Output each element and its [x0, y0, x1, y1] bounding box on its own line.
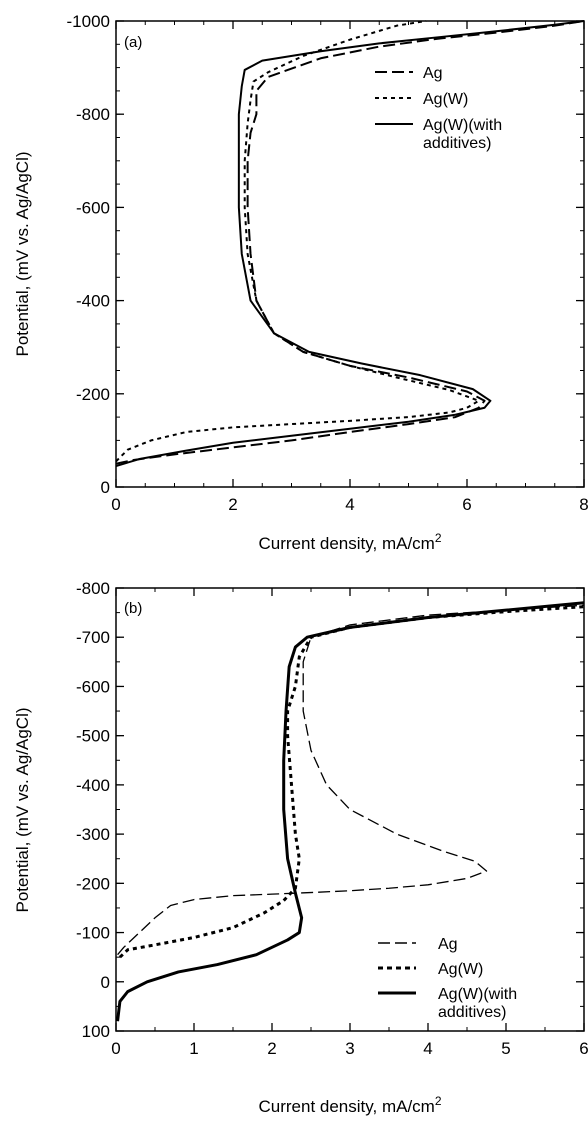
- chart-a-legend-label-agw-additives: Ag(W)(with additives): [423, 117, 502, 152]
- chart-b-y-tick-label: 0: [101, 973, 110, 992]
- chart-a-x-tick-label: 6: [462, 495, 471, 514]
- chart-b-x-tick-label: 6: [579, 1039, 588, 1058]
- chart-b-legend: Ag Ag(W) Ag(W)(with additives): [378, 936, 517, 1021]
- chart-a-x-tick-label: 4: [345, 495, 354, 514]
- chart-b-x-axis-label: Current density, mA/cm2: [258, 1094, 441, 1116]
- chart-b-y-tick-label: -300: [76, 825, 110, 844]
- chart-b-y-tick-label: -700: [76, 628, 110, 647]
- chart-b-legend-label-agw: Ag(W): [438, 961, 483, 978]
- chart-a-series-ag-w-with-additives-line: [115, 20, 585, 467]
- chart-a-legend-label-agw: Ag(W): [423, 91, 468, 108]
- chart-b-series-ag-line: [117, 604, 585, 956]
- chart-a-x-tick-label: 2: [228, 495, 237, 514]
- chart-a-series-ag-line: [115, 20, 585, 465]
- chart-b: 0 1 2 3 4 5 61000-100-200-300-400-500-600-700-…: [13, 579, 588, 1116]
- legend-label-line: Ag(W)(with: [423, 117, 502, 134]
- chart-b-x-tick-label: 5: [501, 1039, 510, 1058]
- chart-a-x-axis-label-sup: 2: [435, 531, 442, 545]
- chart-b-y-tick-label: -500: [76, 727, 110, 746]
- chart-b-x-tick-label: 3: [345, 1039, 354, 1058]
- chart-a-series-ag-w-line: [115, 20, 480, 463]
- chart-b-x-axis-label-sup: 2: [435, 1094, 442, 1108]
- chart-a-y-tick-label: -600: [76, 198, 110, 217]
- chart-a-x-tick-label: 8: [579, 495, 588, 514]
- chart-b-series-ag-w-line: [118, 605, 585, 959]
- chart-a-y-tick-label: -800: [76, 105, 110, 124]
- chart-b-y-tick-label: -200: [76, 874, 110, 893]
- chart-b-x-tick-label: 4: [423, 1039, 432, 1058]
- chart-b-y-tick-label: -400: [76, 776, 110, 795]
- chart-b-x-tick-label: 0: [111, 1039, 120, 1058]
- chart-a-x-axis-label-text: Current density, mA/cm: [258, 534, 434, 553]
- legend-label-line: additives): [423, 135, 491, 152]
- chart-b-x-axis-label-text: Current density, mA/cm: [258, 1097, 434, 1116]
- chart-a-panel-label: (a): [124, 34, 142, 51]
- legend-label-line: Ag(W)(with: [438, 986, 517, 1003]
- chart-a-x-tick-label: 0: [111, 495, 120, 514]
- legend-label-line: additives): [438, 1004, 506, 1021]
- chart-a-y-tick-label: -400: [76, 292, 110, 311]
- chart-b-ticks: 0 1 2 3 4 5 61000-100-200-300-400-500-600-700-…: [76, 579, 588, 1058]
- chart-a-plot-frame: [115, 20, 585, 488]
- chart-b-y-tick-label: -100: [76, 924, 110, 943]
- chart-a-y-tick-label: 0: [101, 478, 110, 497]
- chart-b-y-axis-label: Potential, (mV vs. Ag/AgCl): [13, 707, 32, 912]
- chart-b-panel-label: (b): [124, 600, 142, 617]
- chart-b-x-tick-label: 1: [189, 1039, 198, 1058]
- chart-a-series-layer: [115, 20, 585, 467]
- chart-b-legend-label-agw-additives: Ag(W)(with additives): [438, 986, 517, 1021]
- chart-a-legend-label-ag: Ag: [423, 65, 443, 82]
- chart-a-x-axis-label: Current density, mA/cm2: [258, 531, 441, 553]
- chart-a-legend: Ag Ag(W) Ag(W)(with additives): [375, 65, 502, 152]
- chart-b-y-tick-label: -600: [76, 677, 110, 696]
- chart-b-series-layer: [116, 601, 585, 1022]
- chart-b-y-tick-label: 100: [82, 1022, 110, 1041]
- chart-b-plot-frame: [115, 587, 585, 1032]
- chart-b-x-tick-label: 2: [267, 1039, 276, 1058]
- chart-b-y-tick-label: -800: [76, 579, 110, 598]
- chart-a-ticks: 0 2 4 6 8 0 -200 -400 -600 -800 -1000: [67, 12, 588, 514]
- chart-a-y-tick-label: -200: [76, 385, 110, 404]
- chart-a-y-tick-label: -1000: [67, 12, 110, 31]
- chart-a-y-axis-label: Potential, (mV vs. Ag/AgCl): [13, 151, 32, 356]
- chart-b-series-ag-w-with-additives-line: [116, 601, 585, 1022]
- chart-a: 0 2 4 6 8 0 -200 -400 -600 -800 -1000 (a) Current …: [13, 12, 588, 553]
- chart-b-legend-label-ag: Ag: [438, 936, 458, 953]
